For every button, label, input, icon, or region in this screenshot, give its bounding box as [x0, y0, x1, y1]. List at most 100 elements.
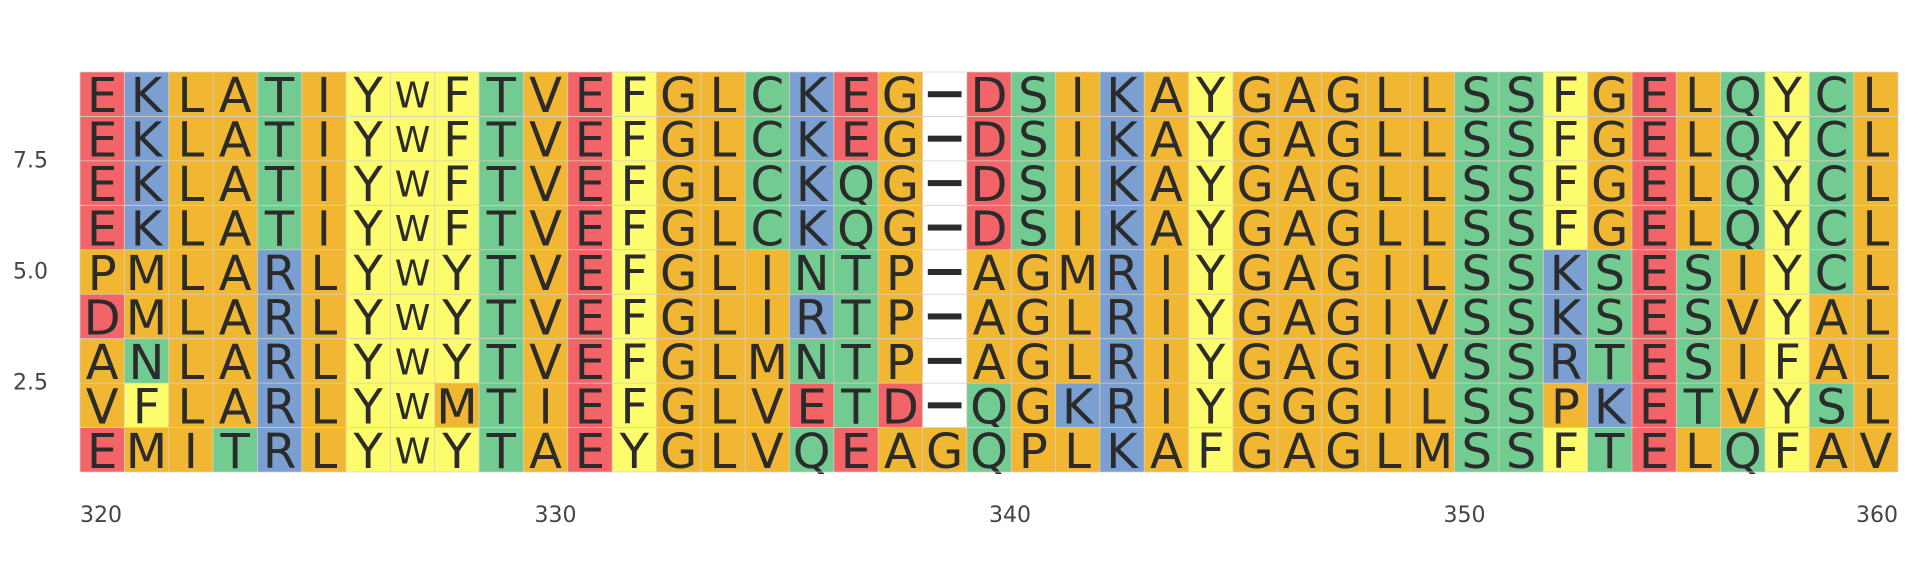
residue-cell	[700, 116, 746, 161]
residue-letter: A	[1283, 68, 1316, 124]
residue-cell	[789, 116, 834, 161]
residue-letter: L	[1375, 68, 1402, 124]
residue-letter: F	[1552, 68, 1580, 124]
residue-letter: I	[1736, 246, 1750, 302]
residue-cell	[745, 249, 790, 295]
residue-letter: T	[840, 290, 871, 346]
residue-letter: V	[529, 202, 562, 258]
residue-letter: Y	[1195, 113, 1226, 169]
residue-cell	[479, 72, 524, 117]
residue-cell	[1365, 383, 1411, 428]
residue-letter: G	[660, 157, 697, 213]
gap-mark	[927, 180, 962, 187]
residue-cell	[301, 249, 347, 295]
residue-cell	[1587, 338, 1632, 384]
residue-letter: F	[443, 113, 471, 169]
residue-letter: F	[1773, 335, 1801, 391]
residue-letter: L	[710, 157, 737, 213]
residue-letter: C	[1815, 202, 1849, 258]
residue-letter: E	[87, 68, 117, 124]
residue-letter: G	[660, 379, 697, 435]
residue-letter: E	[1639, 202, 1669, 258]
residue-cell	[1543, 383, 1588, 428]
residue-letter: G	[660, 68, 697, 124]
residue-letter: C	[751, 202, 785, 258]
residue-cell	[1365, 72, 1411, 117]
residue-cell	[390, 72, 435, 117]
residue-letter: K	[796, 202, 829, 258]
residue-cell	[257, 205, 302, 250]
residue-cell	[1099, 249, 1145, 295]
residue-letter: E	[575, 113, 605, 169]
residue-cell	[789, 383, 834, 428]
residue-cell	[1188, 383, 1233, 428]
residue-letter: L	[1375, 202, 1402, 258]
residue-cell	[1188, 249, 1233, 295]
y-tick-label: 7.5	[13, 148, 48, 173]
residue-cell	[745, 294, 790, 339]
residue-cell	[1410, 294, 1455, 339]
residue-cell	[1232, 72, 1278, 117]
residue-cell	[390, 294, 435, 339]
residue-cell	[966, 338, 1012, 384]
residue-cell	[612, 205, 657, 250]
residue-letter: K	[1062, 379, 1095, 435]
residue-cell	[700, 205, 746, 250]
residue-letter: E	[1639, 290, 1669, 346]
residue-letter: L	[710, 335, 737, 391]
residue-letter: G	[1325, 202, 1362, 258]
residue-cell	[434, 72, 480, 117]
residue-cell	[124, 72, 169, 117]
residue-cell	[479, 427, 524, 472]
residue-letter: V	[86, 379, 119, 435]
residue-cell	[1676, 427, 1721, 472]
residue-cell	[479, 249, 524, 295]
residue-cell	[833, 72, 879, 117]
residue-cell	[1011, 72, 1056, 117]
residue-cell	[390, 383, 435, 428]
residue-letter: Y	[1195, 290, 1226, 346]
y-axis-ticks: 2.5 5.0 7.5	[13, 148, 48, 395]
residue-letter: A	[973, 290, 1006, 346]
residue-cell	[1853, 205, 1898, 250]
residue-letter: A	[1150, 157, 1183, 213]
residue-letter: K	[1106, 202, 1139, 258]
residue-letter: A	[1283, 335, 1316, 391]
residue-letter: L	[1419, 113, 1446, 169]
residue-cell	[656, 72, 701, 117]
residue-letter: S	[1816, 379, 1846, 435]
residue-letter: W	[395, 387, 431, 428]
residue-letter: L	[1375, 113, 1402, 169]
residue-letter: L	[1419, 246, 1446, 302]
residue-letter: E	[87, 202, 117, 258]
residue-letter: Q	[837, 157, 875, 213]
residue-letter: E	[841, 424, 871, 480]
residue-cell	[479, 338, 524, 384]
residue-letter: D	[971, 68, 1008, 124]
residue-cell	[1410, 249, 1455, 295]
residue-letter: G	[926, 424, 963, 480]
residue-cell	[745, 116, 790, 161]
residue-cell	[1587, 160, 1632, 206]
residue-letter: C	[1815, 113, 1849, 169]
residue-letter: Q	[1724, 68, 1762, 124]
residue-letter: L	[710, 202, 737, 258]
residue-letter: F	[620, 290, 648, 346]
residue-cell	[168, 72, 214, 117]
residue-letter: A	[973, 246, 1006, 302]
residue-letter: F	[620, 157, 648, 213]
residue-cell	[656, 338, 701, 384]
residue-cell	[1099, 427, 1145, 472]
residue-cell	[1720, 338, 1765, 384]
residue-letter: A	[219, 379, 252, 435]
residue-cell	[1498, 205, 1544, 250]
residue-cell	[124, 116, 169, 161]
gap-mark	[927, 402, 962, 409]
residue-letter: K	[131, 68, 164, 124]
residue-letter: E	[575, 157, 605, 213]
residue-cell	[1454, 116, 1499, 161]
residue-cell	[346, 72, 391, 117]
residue-cell	[966, 427, 1012, 472]
residue-letter: K	[796, 68, 829, 124]
